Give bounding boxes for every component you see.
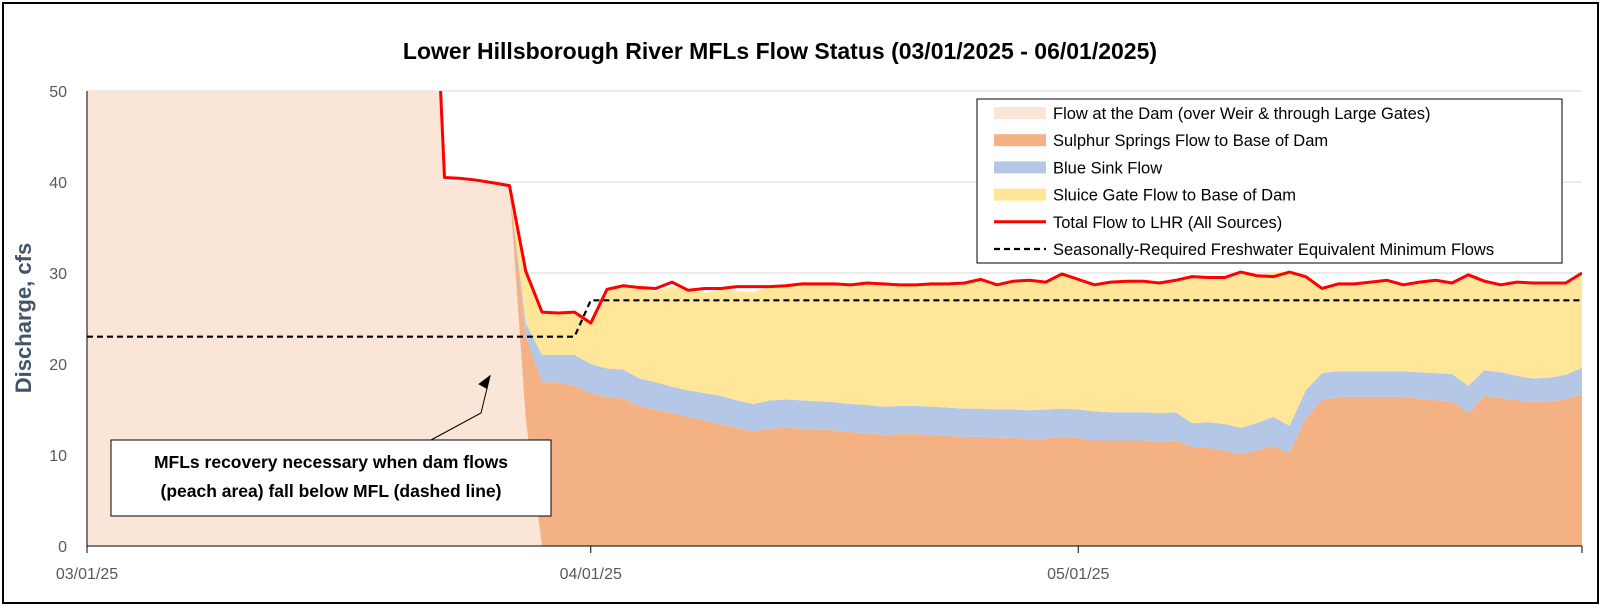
legend-box [976, 98, 1563, 264]
axes [86, 91, 1583, 553]
legend-label-sulphur: Sulphur Springs Flow to Base of Dam [1053, 132, 1328, 150]
x-tick-2025-05-01: 05/01/25 [1047, 566, 1109, 583]
legend: Flow at the Dam (over Weir & through Lar… [976, 98, 1563, 264]
legend-label-sluice: Sluice Gate Flow to Base of Dam [1053, 187, 1296, 205]
annotation-line-2: (peach area) fall below MFL (dashed line… [161, 481, 502, 501]
annotation-box [110, 439, 552, 517]
annotation-arrowhead [478, 375, 491, 390]
annotation-line-1: MFLs recovery necessary when dam flows [154, 452, 508, 472]
y-axis-label: Discharge, cfs [11, 243, 36, 393]
legend-label-bluesink: Blue Sink Flow [1053, 159, 1162, 177]
area-dam [87, 91, 1582, 546]
y-tick-labels: 0 10 20 30 40 50 [49, 84, 67, 556]
legend-swatch-sluice [994, 188, 1046, 201]
chart-title: Lower Hillsborough River MFLs Flow Statu… [403, 38, 1157, 64]
series-lines [87, 91, 1582, 338]
area-sluice [440, 91, 1582, 428]
y-tick-50: 50 [49, 84, 67, 101]
y-tick-10: 10 [49, 448, 67, 465]
legend-label-mfl: Seasonally-Required Freshwater Equivalen… [1053, 241, 1494, 259]
legend-swatch-dam [994, 107, 1046, 119]
line-mfl [87, 299, 1582, 338]
annotation: MFLs recovery necessary when dam flows (p… [110, 374, 552, 517]
x-tick-2025-04-01: 04/01/25 [560, 566, 622, 583]
line-total [439, 91, 1582, 325]
legend-swatch-bluesink [994, 161, 1046, 174]
y-tick-0: 0 [58, 539, 67, 556]
area-sulphur [440, 91, 1582, 546]
y-tick-30: 30 [49, 266, 67, 283]
legend-swatch-sulphur [994, 134, 1046, 147]
y-tick-40: 40 [49, 175, 67, 192]
x-tick-2025-03-01: 03/01/25 [56, 566, 118, 583]
y-tick-20: 20 [49, 357, 67, 374]
legend-label-dam: Flow at the Dam (over Weir & through Lar… [1053, 105, 1431, 123]
legend-label-total: Total Flow to LHR (All Sources) [1053, 214, 1282, 232]
x-tick-labels: 03/01/25 04/01/25 05/01/25 [56, 566, 1110, 583]
stacked-areas [87, 91, 1582, 546]
